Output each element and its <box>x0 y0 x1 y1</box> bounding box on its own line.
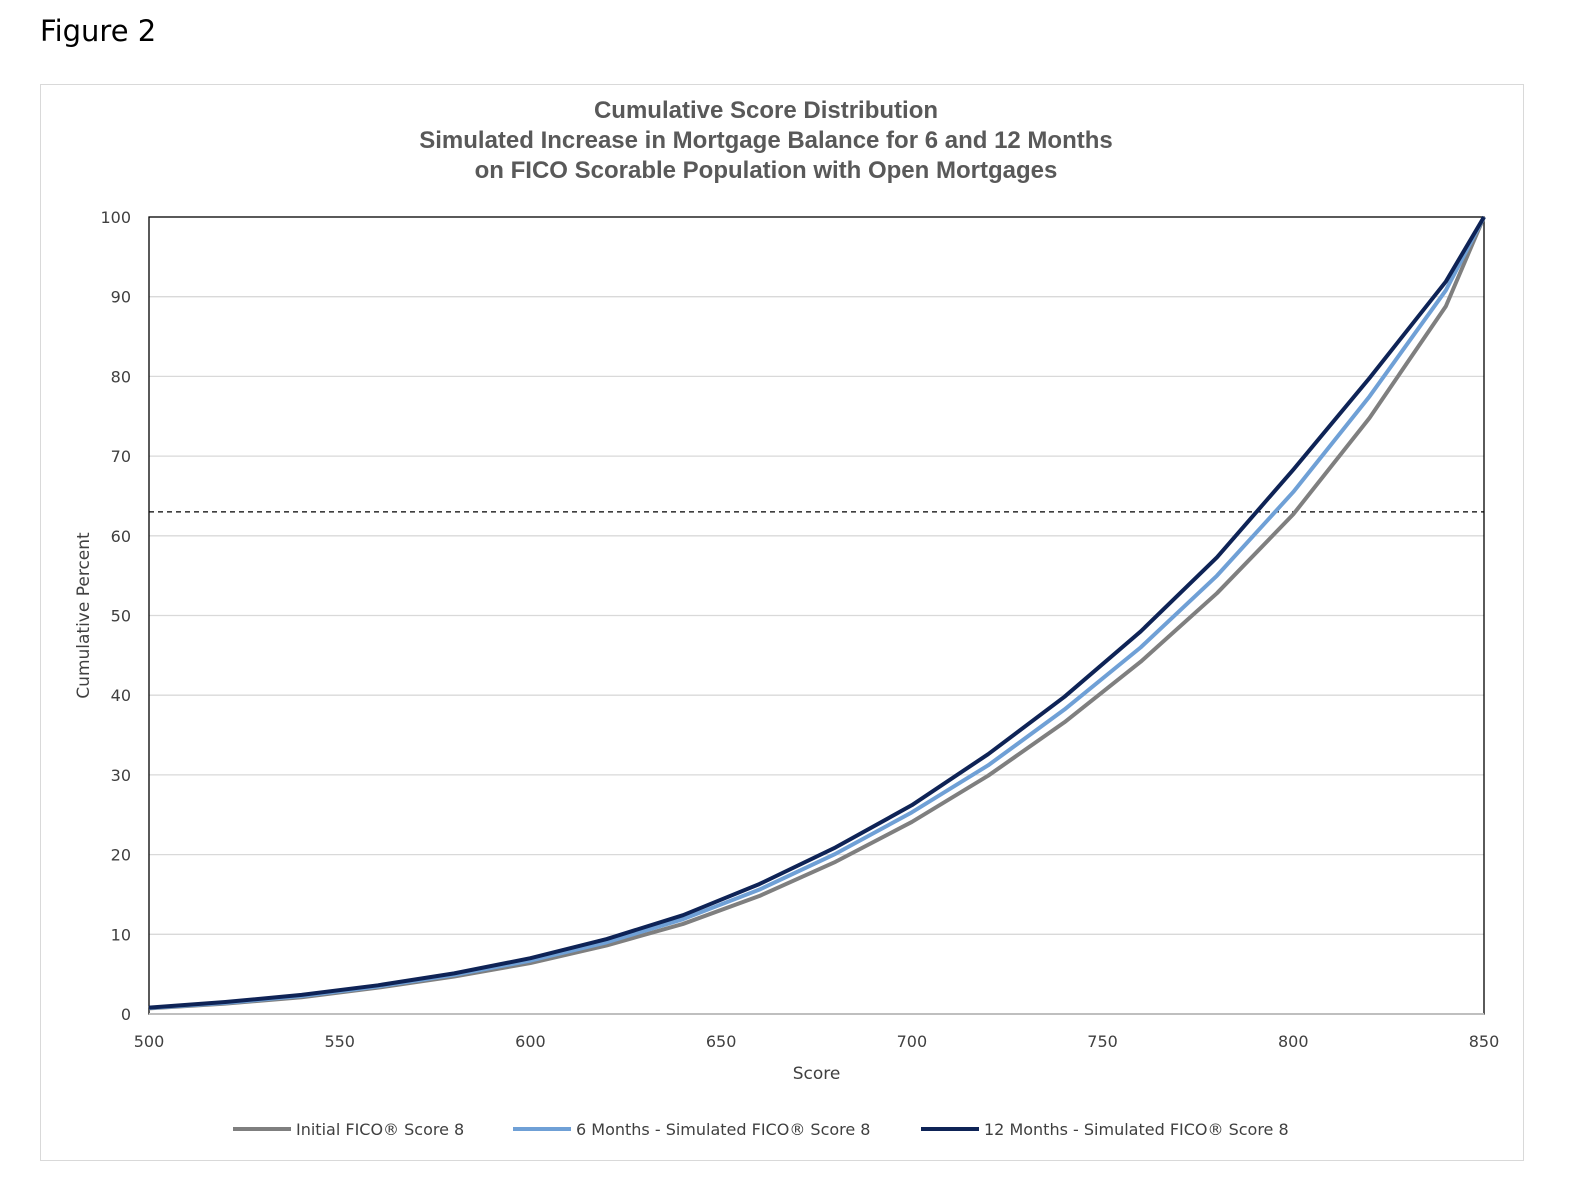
legend-label: Initial FICO® Score 8 <box>296 1120 464 1139</box>
y-tick-label: 70 <box>111 447 131 466</box>
y-tick-label: 20 <box>111 846 131 865</box>
x-axis-label: Score <box>793 1064 841 1084</box>
y-tick-label: 60 <box>111 527 131 546</box>
x-tick-label: 550 <box>324 1032 355 1051</box>
x-tick-label: 800 <box>1278 1032 1309 1051</box>
series-line-0 <box>148 216 1486 1011</box>
chart-frame: Cumulative Score Distribution Simulated I… <box>40 84 1524 1161</box>
x-tick-label: 600 <box>515 1032 546 1051</box>
chart-title-line: Simulated Increase in Mortgage Balance f… <box>419 127 1113 154</box>
legend-label: 12 Months - Simulated FICO® Score 8 <box>984 1120 1289 1139</box>
series-line-1 <box>148 216 1486 1011</box>
chart-title-line: Cumulative Score Distribution <box>594 97 938 124</box>
y-tick-label: 90 <box>111 288 131 307</box>
legend-label: 6 Months - Simulated FICO® Score 8 <box>576 1120 870 1139</box>
y-tick-label: 50 <box>111 607 131 626</box>
x-tick-label: 650 <box>706 1032 737 1051</box>
series-line-2 <box>148 215 1486 1010</box>
x-tick-label: 750 <box>1087 1032 1118 1051</box>
chart-title-line: on FICO Scorable Population with Open Mo… <box>475 157 1058 184</box>
x-tick-label: 700 <box>897 1032 928 1051</box>
y-tick-label: 100 <box>100 208 131 227</box>
y-tick-label: 10 <box>111 925 131 944</box>
figure-label: Figure 2 <box>40 14 157 48</box>
y-tick-label: 0 <box>121 1005 131 1024</box>
line-chart: Cumulative Score Distribution Simulated I… <box>74 97 1500 1139</box>
x-tick-label: 850 <box>1469 1032 1500 1051</box>
y-tick-label: 40 <box>111 686 131 705</box>
y-axis-label: Cumulative Percent <box>74 532 94 699</box>
x-tick-label: 500 <box>134 1032 165 1051</box>
y-tick-label: 30 <box>111 766 131 785</box>
y-tick-label: 80 <box>111 367 131 386</box>
